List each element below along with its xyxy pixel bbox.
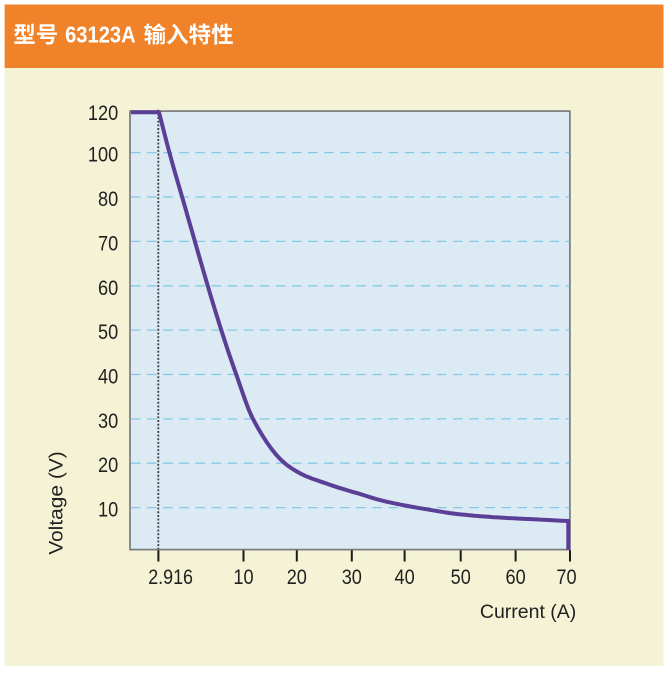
svg-text:60: 60 xyxy=(98,276,118,300)
svg-text:100: 100 xyxy=(88,143,118,167)
svg-text:Voltage (V): Voltage (V) xyxy=(46,451,68,555)
svg-text:2.916: 2.916 xyxy=(148,565,193,589)
svg-text:60: 60 xyxy=(506,565,526,589)
svg-text:70: 70 xyxy=(556,565,576,589)
svg-text:20: 20 xyxy=(287,565,307,589)
svg-text:20: 20 xyxy=(98,453,118,477)
svg-text:10: 10 xyxy=(98,498,118,522)
svg-text:50: 50 xyxy=(451,565,471,589)
svg-text:50: 50 xyxy=(98,320,118,344)
svg-text:80: 80 xyxy=(98,187,118,211)
svg-text:63123A: 63123A xyxy=(65,22,136,48)
svg-text:40: 40 xyxy=(395,565,415,589)
svg-text:30: 30 xyxy=(342,565,362,589)
svg-text:Current (A): Current (A) xyxy=(480,601,576,623)
svg-text:30: 30 xyxy=(98,409,118,433)
svg-text:10: 10 xyxy=(233,565,253,589)
svg-text:40: 40 xyxy=(98,365,118,389)
svg-text:70: 70 xyxy=(98,231,118,255)
svg-text:120: 120 xyxy=(88,101,118,125)
